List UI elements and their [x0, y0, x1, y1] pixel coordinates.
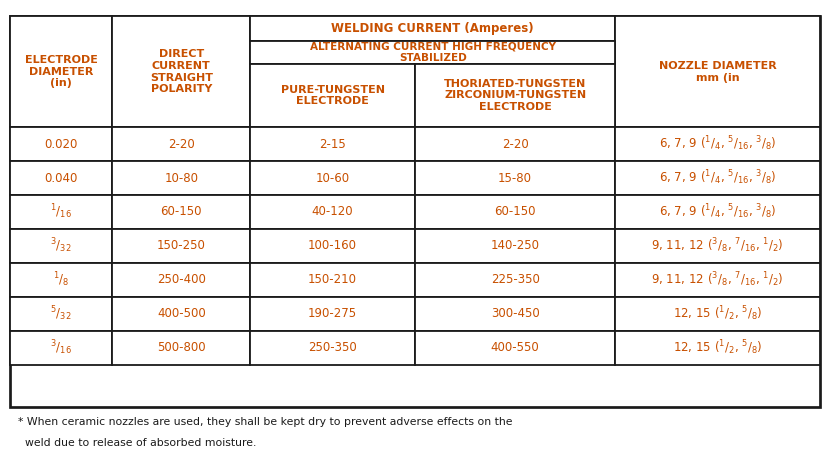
- Text: 60-150: 60-150: [160, 205, 202, 219]
- Bar: [415, 263, 615, 297]
- Bar: [10, 263, 112, 297]
- Text: $^{1}/_{16}$: $^{1}/_{16}$: [51, 203, 72, 221]
- Bar: [615, 297, 820, 331]
- Text: WELDING CURRENT (Amperes): WELDING CURRENT (Amperes): [331, 22, 535, 35]
- Bar: [112, 229, 251, 263]
- Bar: [112, 161, 251, 195]
- Text: 60-150: 60-150: [495, 205, 536, 219]
- Text: NOZZLE DIAMETER
mm (in: NOZZLE DIAMETER mm (in: [659, 61, 777, 82]
- Text: $^{5}/_{32}$: $^{5}/_{32}$: [51, 304, 72, 323]
- Bar: [615, 127, 820, 161]
- Bar: [112, 331, 251, 365]
- Text: 6, 7, 9 ($^{1}/_{4}$, $^{5}/_{16}$, $^{3}/_{8}$): 6, 7, 9 ($^{1}/_{4}$, $^{5}/_{16}$, $^{3…: [659, 169, 776, 187]
- Text: 40-120: 40-120: [312, 205, 354, 219]
- Text: 9, 11, 12 ($^{3}/_{8}$, $^{7}/_{16}$, $^{1}/_{2}$): 9, 11, 12 ($^{3}/_{8}$, $^{7}/_{16}$, $^…: [652, 236, 784, 255]
- Bar: [112, 263, 251, 297]
- Bar: [415, 297, 615, 331]
- Bar: [415, 127, 615, 161]
- Text: PURE-TUNGSTEN
ELECTRODE: PURE-TUNGSTEN ELECTRODE: [281, 85, 384, 106]
- Bar: [615, 16, 820, 127]
- Bar: [112, 297, 251, 331]
- Text: 0.040: 0.040: [45, 171, 78, 185]
- Bar: [10, 161, 112, 195]
- Text: 250-400: 250-400: [157, 273, 206, 286]
- Bar: [112, 127, 251, 161]
- Bar: [112, 195, 251, 229]
- Text: DIRECT
CURRENT
STRAIGHT
POLARITY: DIRECT CURRENT STRAIGHT POLARITY: [150, 49, 212, 94]
- Bar: [415, 195, 615, 229]
- Text: 15-80: 15-80: [498, 171, 532, 185]
- Text: 2-20: 2-20: [168, 138, 195, 151]
- Text: ELECTRODE
DIAMETER
(in): ELECTRODE DIAMETER (in): [25, 55, 98, 89]
- Text: 6, 7, 9 ($^{1}/_{4}$, $^{5}/_{16}$, $^{3}/_{8}$): 6, 7, 9 ($^{1}/_{4}$, $^{5}/_{16}$, $^{3…: [659, 203, 776, 221]
- Bar: [415, 331, 615, 365]
- Text: 10-80: 10-80: [164, 171, 198, 185]
- Bar: [112, 16, 251, 127]
- Text: 9, 11, 12 ($^{3}/_{8}$, $^{7}/_{16}$, $^{1}/_{2}$): 9, 11, 12 ($^{3}/_{8}$, $^{7}/_{16}$, $^…: [652, 270, 784, 289]
- Bar: [251, 41, 615, 64]
- Bar: [615, 161, 820, 195]
- Text: $^{3}/_{16}$: $^{3}/_{16}$: [51, 338, 72, 357]
- Bar: [415, 161, 615, 195]
- Bar: [251, 127, 415, 161]
- Text: 400-550: 400-550: [491, 341, 540, 354]
- Bar: [251, 161, 415, 195]
- Text: 190-275: 190-275: [308, 307, 357, 320]
- Bar: [10, 297, 112, 331]
- Bar: [10, 331, 112, 365]
- Text: 0.020: 0.020: [45, 138, 78, 151]
- Text: $^{1}/_{8}$: $^{1}/_{8}$: [53, 270, 70, 289]
- Text: 2-15: 2-15: [320, 138, 346, 151]
- Bar: [251, 263, 415, 297]
- Bar: [615, 229, 820, 263]
- Text: 300-450: 300-450: [491, 307, 540, 320]
- Text: $^{3}/_{32}$: $^{3}/_{32}$: [51, 236, 72, 255]
- Bar: [10, 16, 820, 407]
- Bar: [415, 64, 615, 127]
- Bar: [10, 229, 112, 263]
- Text: 10-60: 10-60: [315, 171, 349, 185]
- Text: 140-250: 140-250: [491, 239, 540, 252]
- Bar: [10, 127, 112, 161]
- Bar: [10, 16, 112, 127]
- Text: 2-20: 2-20: [502, 138, 529, 151]
- Text: 250-350: 250-350: [308, 341, 357, 354]
- Text: ALTERNATING CURRENT HIGH FREQUENCY
STABILIZED: ALTERNATING CURRENT HIGH FREQUENCY STABI…: [310, 41, 556, 63]
- Text: weld due to release of absorbed moisture.: weld due to release of absorbed moisture…: [18, 438, 256, 448]
- Bar: [251, 195, 415, 229]
- Text: 12, 15 ($^{1}/_{2}$, $^{5}/_{8}$): 12, 15 ($^{1}/_{2}$, $^{5}/_{8}$): [673, 304, 763, 323]
- Bar: [251, 297, 415, 331]
- Bar: [251, 64, 415, 127]
- Bar: [251, 16, 615, 41]
- Text: 150-210: 150-210: [308, 273, 357, 286]
- Bar: [251, 229, 415, 263]
- Text: * When ceramic nozzles are used, they shall be kept dry to prevent adverse effec: * When ceramic nozzles are used, they sh…: [18, 417, 513, 427]
- Text: 6, 7, 9 ($^{1}/_{4}$, $^{5}/_{16}$, $^{3}/_{8}$): 6, 7, 9 ($^{1}/_{4}$, $^{5}/_{16}$, $^{3…: [659, 135, 776, 154]
- Text: 400-500: 400-500: [157, 307, 206, 320]
- Text: 12, 15 ($^{1}/_{2}$, $^{5}/_{8}$): 12, 15 ($^{1}/_{2}$, $^{5}/_{8}$): [673, 338, 763, 357]
- Bar: [10, 195, 112, 229]
- Bar: [415, 229, 615, 263]
- Bar: [615, 195, 820, 229]
- Text: 100-160: 100-160: [308, 239, 357, 252]
- Text: 500-800: 500-800: [157, 341, 206, 354]
- Bar: [615, 263, 820, 297]
- Text: 150-250: 150-250: [157, 239, 206, 252]
- Bar: [615, 331, 820, 365]
- Bar: [251, 331, 415, 365]
- Text: 225-350: 225-350: [491, 273, 540, 286]
- Text: THORIATED-TUNGSTEN
ZIRCONIUM-TUNGSTEN
ELECTRODE: THORIATED-TUNGSTEN ZIRCONIUM-TUNGSTEN EL…: [444, 79, 586, 112]
